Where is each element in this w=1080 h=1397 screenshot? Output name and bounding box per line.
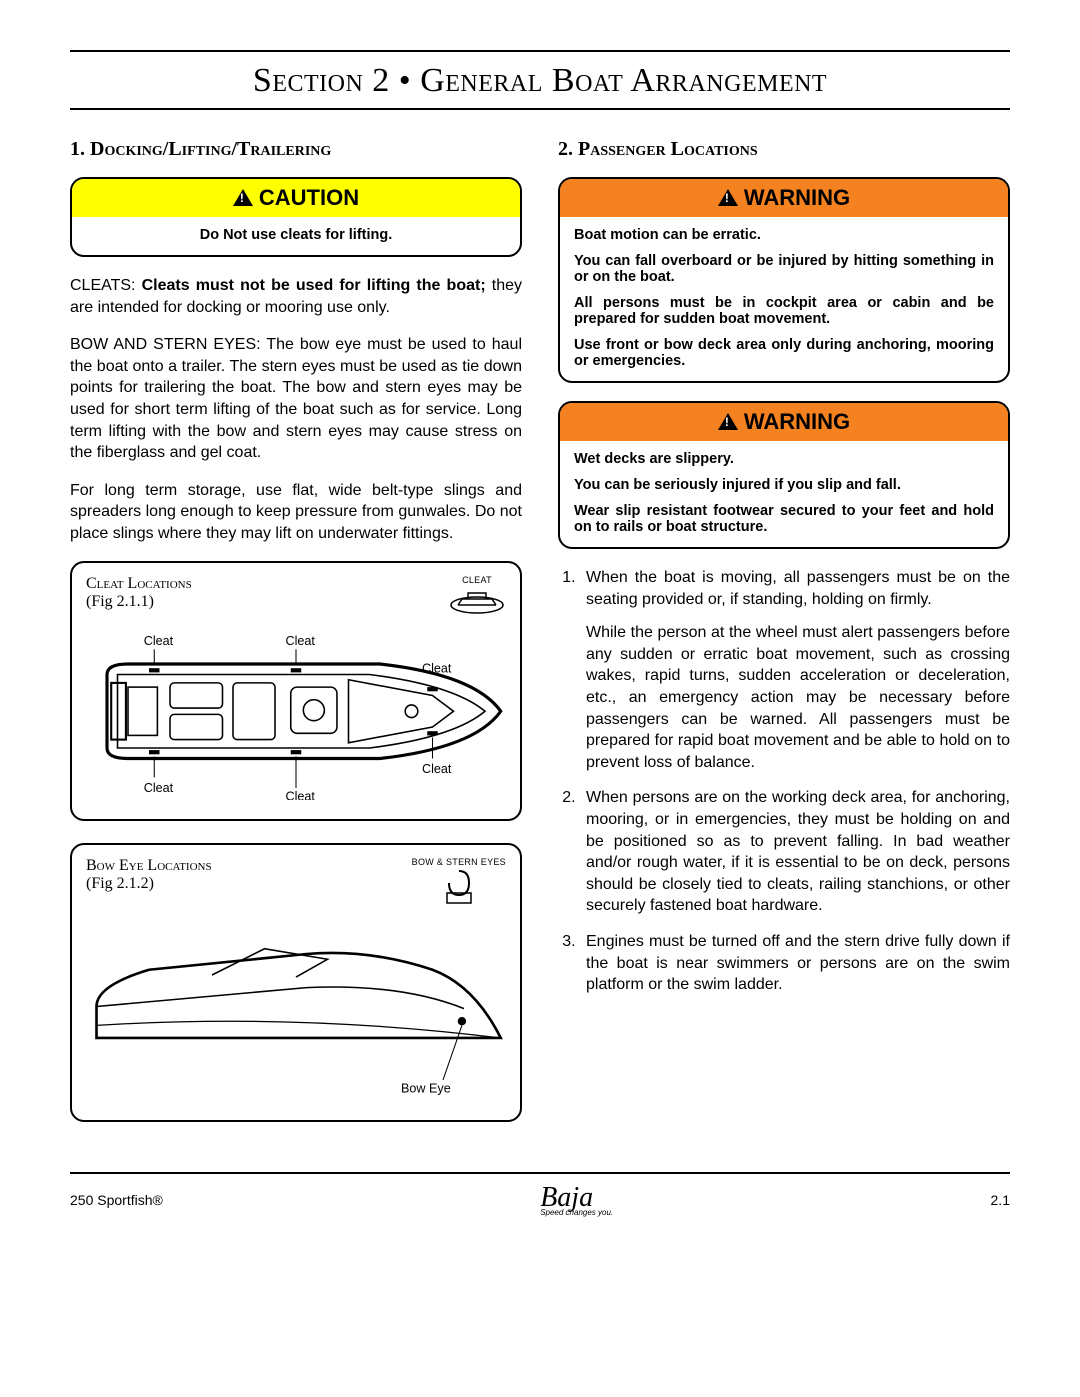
warning1-p4: Use front or bow deck area only during a… [574, 337, 994, 369]
warning1-p3: All persons must be in cockpit area or c… [574, 295, 994, 327]
page-footer: 250 Sportfish® Baja Speed changes you. 2… [70, 1172, 1010, 1217]
bow-eye-label: Bow Eye [401, 1082, 451, 1096]
figure-bow-eye: Bow Eye Locations (Fig 2.1.2) BOW & STER… [70, 843, 522, 1122]
left-column: 1. Docking/Lifting/Trailering CAUTION Do… [70, 138, 522, 1144]
footer-logo: Baja Speed changes you. [540, 1182, 613, 1217]
caution-header: CAUTION [72, 179, 520, 217]
right-column: 2. Passenger Locations WARNING Boat moti… [558, 138, 1010, 1144]
cleats-bold: Cleats must not be used for lifting the … [142, 277, 486, 294]
section-heading-passenger: 2. Passenger Locations [558, 138, 1010, 161]
cleats-paragraph: CLEATS: Cleats must not be used for lift… [70, 275, 522, 318]
passenger-rules-list: When the boat is moving, all passengers … [558, 567, 1010, 996]
warning-icon [718, 189, 738, 206]
caution-text: Do Not use cleats for lifting. [200, 227, 393, 243]
list-item: Engines must be turned off and the stern… [580, 931, 1010, 996]
fig1-corner-label: CLEAT [448, 575, 506, 585]
cleat-label: Cleat [286, 634, 316, 648]
figure-cleat-locations: Cleat Locations (Fig 2.1.1) CLEAT Cleat … [70, 561, 522, 822]
page-title: Section 2 • General Boat Arrangement [70, 50, 1010, 110]
fig2-corner-label: BOW & STERN EYES [412, 857, 506, 867]
warning2-p1: Wet decks are slippery. [574, 451, 994, 467]
warning1-label: WARNING [744, 185, 850, 211]
warning2-body: Wet decks are slippery. You can be serio… [560, 441, 1008, 547]
cleat-thumbnail-icon [448, 585, 506, 617]
caution-label: CAUTION [259, 185, 359, 211]
cleats-lead: CLEATS: [70, 277, 142, 294]
warning-box-2: WARNING Wet decks are slippery. You can … [558, 401, 1010, 549]
footer-page-number: 2.1 [991, 1192, 1010, 1208]
warning1-p2: You can fall overboard or be injured by … [574, 253, 994, 285]
section-heading-docking: 1. Docking/Lifting/Trailering [70, 138, 522, 161]
warning-box-1: WARNING Boat motion can be erratic. You … [558, 177, 1010, 383]
logo-tagline: Speed changes you. [540, 1208, 613, 1217]
footer-left: 250 Sportfish® [70, 1192, 163, 1208]
warning2-p2: You can be seriously injured if you slip… [574, 477, 994, 493]
item1a: When the boat is moving, all passengers … [586, 567, 1010, 610]
warning1-header: WARNING [560, 179, 1008, 217]
warning1-body: Boat motion can be erratic. You can fall… [560, 217, 1008, 381]
two-column-layout: 1. Docking/Lifting/Trailering CAUTION Do… [70, 138, 1010, 1144]
item1b: While the person at the wheel must alert… [586, 622, 1010, 773]
fig2-sub: (Fig 2.1.2) [86, 875, 212, 893]
boat-side-diagram: Bow Eye [86, 912, 506, 1101]
fig2-title: Bow Eye Locations [86, 857, 212, 875]
cleat-label: Cleat [144, 634, 174, 648]
storage-paragraph: For long term storage, use flat, wide be… [70, 480, 522, 545]
bow-stern-paragraph: BOW AND STERN EYES: The bow eye must be … [70, 334, 522, 464]
warning2-label: WARNING [744, 409, 850, 435]
fig1-sub: (Fig 2.1.1) [86, 593, 192, 611]
boat-top-diagram: Cleat Cleat Cleat [86, 622, 506, 801]
cleat-label: Cleat [286, 789, 316, 800]
warning-icon [718, 413, 738, 430]
warning2-header: WARNING [560, 403, 1008, 441]
caution-box: CAUTION Do Not use cleats for lifting. [70, 177, 522, 257]
cleat-label: Cleat [144, 781, 174, 795]
warning2-p3: Wear slip resistant footwear secured to … [574, 503, 994, 535]
caution-icon [233, 189, 253, 206]
warning1-p1: Boat motion can be erratic. [574, 227, 994, 243]
cleat-label: Cleat [422, 762, 452, 776]
list-item: When persons are on the working deck are… [580, 787, 1010, 917]
list-item: When the boat is moving, all passengers … [580, 567, 1010, 773]
eye-thumbnail-icon [441, 867, 477, 907]
caution-body: Do Not use cleats for lifting. [72, 217, 520, 255]
fig1-title: Cleat Locations [86, 575, 192, 593]
